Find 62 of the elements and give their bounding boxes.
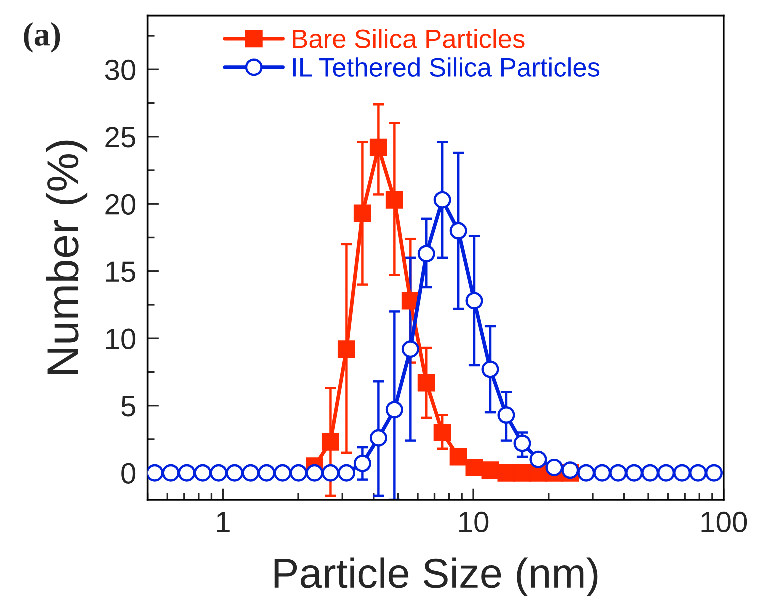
x-tick-label: 100 xyxy=(702,512,748,533)
text: (a) xyxy=(24,22,60,53)
x-tick-label: 10 xyxy=(460,512,489,533)
point xyxy=(498,406,516,424)
point xyxy=(226,464,244,482)
point xyxy=(482,462,500,480)
y-tick-label: 20 xyxy=(106,194,136,215)
point xyxy=(690,464,708,482)
point xyxy=(194,464,212,482)
y-tick-label: 0 xyxy=(122,463,136,484)
point xyxy=(418,374,436,392)
point xyxy=(306,464,324,482)
point xyxy=(578,464,596,482)
point xyxy=(498,464,516,482)
y-tick-label: 25 xyxy=(106,127,136,148)
point xyxy=(450,448,468,466)
point xyxy=(354,204,372,222)
point xyxy=(466,292,484,310)
x-axis-title: Particle Size (nm) xyxy=(274,558,598,597)
y-tick-label: 15 xyxy=(106,262,136,282)
point xyxy=(482,360,500,378)
y-axis-title: Number (%) xyxy=(46,140,88,374)
y-tick-label: 5 xyxy=(122,396,136,417)
point xyxy=(322,433,340,451)
y-tick-label: 10 xyxy=(106,328,136,350)
point xyxy=(386,401,404,419)
point xyxy=(338,340,356,358)
point xyxy=(354,454,372,472)
point xyxy=(242,464,260,482)
point xyxy=(594,464,612,482)
point xyxy=(338,464,356,482)
x-tick-label: 1 xyxy=(217,512,230,532)
point xyxy=(705,464,723,482)
point xyxy=(210,464,228,482)
point xyxy=(674,464,692,482)
point xyxy=(450,222,468,240)
point xyxy=(514,434,532,452)
point xyxy=(434,191,452,209)
point xyxy=(514,464,532,482)
point xyxy=(148,464,164,482)
point xyxy=(626,464,644,482)
legend-label: IL Tethered Silica Particles xyxy=(293,58,600,77)
point xyxy=(402,340,420,358)
point xyxy=(370,138,388,156)
point xyxy=(546,458,564,476)
point xyxy=(610,464,628,482)
legend-label: Bare Silica Particles xyxy=(293,29,525,48)
point xyxy=(322,464,340,482)
point xyxy=(386,191,404,209)
point xyxy=(466,458,484,476)
point xyxy=(530,450,548,468)
point xyxy=(434,424,452,442)
point xyxy=(178,464,196,482)
point xyxy=(370,429,388,447)
point xyxy=(658,464,676,482)
point xyxy=(274,464,292,482)
point xyxy=(162,464,180,482)
point xyxy=(642,464,660,482)
point xyxy=(290,464,308,482)
point xyxy=(258,464,276,482)
y-tick-label: 30 xyxy=(105,60,136,80)
point xyxy=(418,245,436,263)
